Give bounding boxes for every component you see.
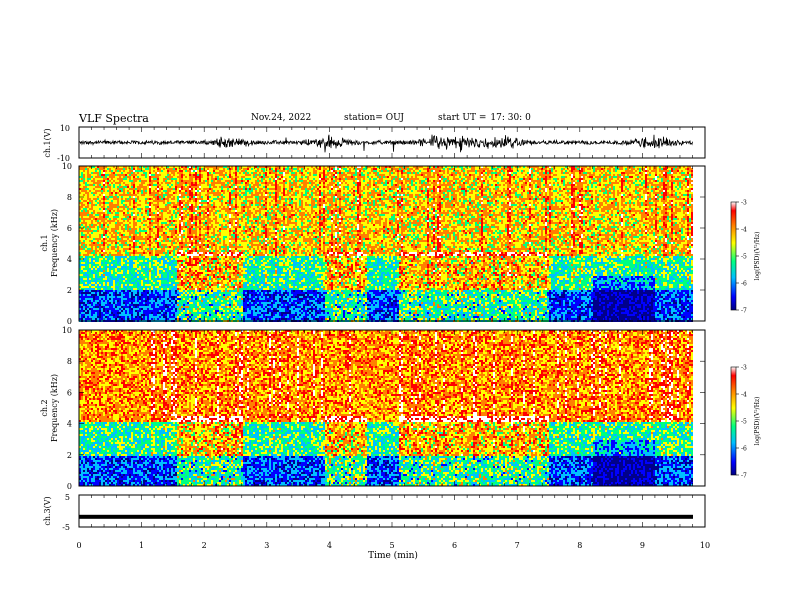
x-tick-label: 5 bbox=[389, 541, 394, 550]
freq-tick-label: 0 bbox=[67, 317, 72, 326]
colorbar-tick-label: -7 bbox=[741, 473, 747, 480]
colorbar-tick-label: -5 bbox=[741, 254, 747, 261]
x-axis-label: Time (min) bbox=[368, 550, 418, 561]
ch2-spec-ylabel: Frequency (kHz) bbox=[50, 374, 59, 442]
ch1-spec-ylabel: Frequency (kHz) bbox=[50, 209, 59, 277]
colorbar-tick-label: -4 bbox=[741, 227, 747, 234]
x-tick-label: 10 bbox=[700, 541, 710, 550]
freq-tick-label: 4 bbox=[67, 255, 72, 264]
freq-tick-label: 6 bbox=[67, 388, 72, 397]
ch2-colorbar-label: log(PSD)(V²/Hz) bbox=[754, 397, 761, 446]
ch1-spec-ylabel-top: ch.1 bbox=[40, 234, 49, 251]
x-tick-label: 0 bbox=[76, 541, 81, 550]
x-tick-label: 4 bbox=[327, 541, 332, 550]
colorbar-tick-label: -7 bbox=[741, 308, 747, 315]
x-tick-label: 7 bbox=[515, 541, 520, 550]
ch3-waveform-panel: 5 -5 ch.3(V) bbox=[43, 493, 705, 532]
ch1-ylabel: ch.1(V) bbox=[43, 128, 52, 157]
freq-tick-label: 2 bbox=[67, 286, 72, 295]
ch1-colorbar bbox=[731, 202, 736, 310]
freq-tick-label: 10 bbox=[62, 326, 72, 335]
freq-tick-label: 4 bbox=[67, 420, 72, 429]
ch1-ytick-top: 10 bbox=[60, 124, 70, 133]
ch3-ytick-top: 5 bbox=[65, 493, 70, 502]
freq-tick-label: 0 bbox=[67, 482, 72, 491]
ch2-spec-ylabel-top: ch.2 bbox=[40, 399, 49, 416]
x-tick-label: 2 bbox=[202, 541, 207, 550]
x-tick-label: 6 bbox=[452, 541, 457, 550]
ch1-colorbar-label: log(PSD)(V²/Hz) bbox=[754, 232, 761, 281]
freq-tick-label: 6 bbox=[67, 224, 72, 233]
freq-tick-label: 8 bbox=[67, 193, 72, 202]
colorbar-tick-label: -4 bbox=[741, 392, 747, 399]
colorbar-tick-label: -3 bbox=[741, 365, 747, 372]
freq-tick-label: 2 bbox=[67, 451, 72, 460]
colorbar-tick-label: -5 bbox=[741, 419, 747, 426]
x-tick-label: 3 bbox=[264, 541, 269, 550]
ch3-ytick-bottom: -5 bbox=[62, 523, 70, 532]
ch2-spectrogram-image bbox=[79, 330, 693, 486]
ch3-ylabel: ch.3(V) bbox=[43, 496, 52, 525]
x-tick-label: 9 bbox=[640, 541, 645, 550]
ch3-waveform-line bbox=[79, 515, 693, 519]
freq-tick-label: 8 bbox=[67, 357, 72, 366]
colorbar-tick-label: -3 bbox=[741, 200, 747, 207]
ch1-waveform-panel: 10 -10 ch.1(V) bbox=[43, 124, 705, 163]
colorbar-tick-label: -6 bbox=[741, 281, 747, 288]
colorbar-tick-label: -6 bbox=[741, 446, 747, 453]
ch2-colorbar bbox=[731, 367, 736, 475]
ch1-spectrogram-image bbox=[79, 166, 693, 322]
x-tick-label: 1 bbox=[139, 541, 144, 550]
freq-tick-label: 10 bbox=[62, 162, 72, 171]
x-tick-label: 8 bbox=[577, 541, 582, 550]
x-axis-tick-labels: 0 1 2 3 4 5 6 7 8 9 10 bbox=[76, 541, 710, 550]
